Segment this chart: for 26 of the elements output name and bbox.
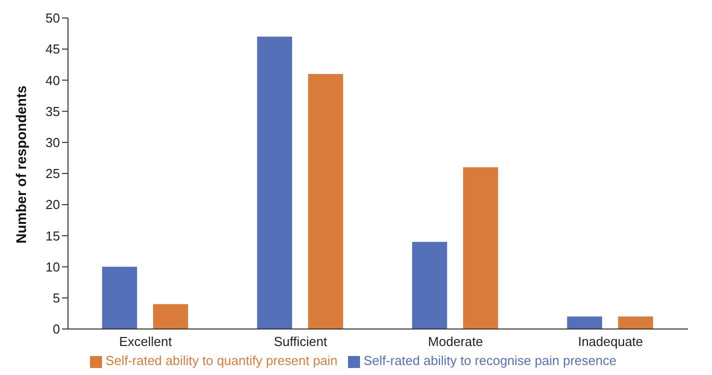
y-tick-label: 15	[46, 228, 60, 244]
y-tick-label: 20	[46, 197, 60, 212]
y-tick-label: 0	[52, 322, 60, 337]
y-tick-label: 45	[46, 42, 60, 57]
y-axis-title: Number of respondents	[12, 85, 29, 244]
bar	[567, 316, 602, 329]
bar	[153, 304, 188, 329]
y-tick-label: 25	[46, 166, 60, 182]
x-tick-label: Sufficient	[274, 334, 328, 350]
x-tick-label: Moderate	[428, 334, 483, 350]
x-tick-label: Excellent	[119, 334, 172, 350]
bar	[308, 74, 344, 329]
bar	[412, 242, 448, 329]
y-tick-label: 30	[46, 135, 60, 150]
bar	[463, 167, 498, 329]
y-tick-label: 10	[46, 259, 60, 274]
y-tick-label: 5	[52, 290, 60, 306]
y-tick-label: 35	[46, 104, 60, 119]
legend-label: Self-rated ability to recognise pain presence	[364, 353, 616, 368]
bar	[257, 36, 292, 329]
y-tick-label: 50	[46, 10, 60, 26]
bar	[102, 266, 138, 329]
bar	[618, 316, 654, 329]
y-tick-label: 40	[46, 72, 60, 88]
legend-label: Self-rated ability to quantify present pain	[106, 353, 338, 368]
x-tick-label: Inadequate	[578, 334, 644, 350]
